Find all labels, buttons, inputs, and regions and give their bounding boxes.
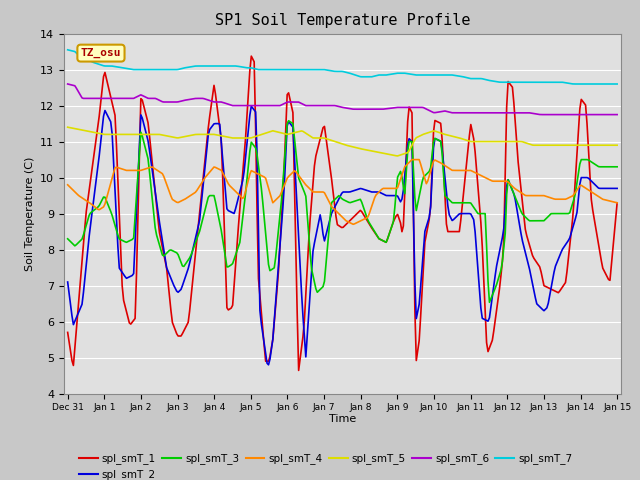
Line: spl_smT_2: spl_smT_2 xyxy=(68,106,617,365)
spl_smT_1 xyxy=(248,53,255,59)
spl_smT_4 xyxy=(540,193,548,199)
spl_smT_1 xyxy=(349,215,357,220)
spl_smT_1 xyxy=(540,283,548,288)
spl_smT_6 xyxy=(64,81,72,87)
Line: spl_smT_4: spl_smT_4 xyxy=(68,159,617,224)
spl_smT_7 xyxy=(346,71,354,76)
spl_smT_7 xyxy=(83,56,90,62)
spl_smT_2 xyxy=(100,113,108,119)
spl_smT_7 xyxy=(613,81,621,87)
spl_smT_3 xyxy=(612,164,620,169)
spl_smT_1 xyxy=(458,204,466,209)
spl_smT_7 xyxy=(570,81,578,87)
spl_smT_2 xyxy=(349,188,357,194)
spl_smT_6 xyxy=(346,106,354,111)
Line: spl_smT_3: spl_smT_3 xyxy=(68,121,617,302)
spl_smT_3 xyxy=(613,164,621,169)
Line: spl_smT_5: spl_smT_5 xyxy=(68,127,617,156)
spl_smT_3 xyxy=(83,222,90,228)
spl_smT_5 xyxy=(100,132,108,137)
spl_smT_3 xyxy=(486,300,493,305)
spl_smT_3 xyxy=(64,236,72,241)
spl_smT_6 xyxy=(611,112,618,118)
spl_smT_3 xyxy=(100,194,108,200)
spl_smT_2 xyxy=(458,211,466,216)
spl_smT_4 xyxy=(410,156,417,162)
spl_smT_3 xyxy=(540,218,548,224)
spl_smT_4 xyxy=(100,204,108,210)
spl_smT_5 xyxy=(83,128,90,134)
spl_smT_5 xyxy=(64,124,72,130)
spl_smT_1 xyxy=(100,74,108,80)
spl_smT_4 xyxy=(612,200,620,205)
spl_smT_4 xyxy=(83,198,90,204)
spl_smT_5 xyxy=(613,142,621,148)
spl_smT_7 xyxy=(456,73,463,79)
spl_smT_7 xyxy=(537,79,545,85)
spl_smT_6 xyxy=(539,112,547,118)
spl_smT_5 xyxy=(611,142,618,148)
spl_smT_2 xyxy=(64,279,72,285)
spl_smT_4 xyxy=(346,220,354,226)
spl_smT_5 xyxy=(457,135,465,141)
spl_smT_7 xyxy=(100,63,108,69)
spl_smT_5 xyxy=(539,142,547,148)
Line: spl_smT_1: spl_smT_1 xyxy=(68,56,617,371)
spl_smT_2 xyxy=(83,262,90,267)
Line: spl_smT_7: spl_smT_7 xyxy=(68,50,617,84)
spl_smT_5 xyxy=(394,153,401,159)
spl_smT_2 xyxy=(540,308,548,313)
spl_smT_1 xyxy=(83,208,90,214)
Text: TZ_osu: TZ_osu xyxy=(81,48,121,58)
spl_smT_3 xyxy=(285,118,292,124)
spl_smT_2 xyxy=(612,185,620,191)
spl_smT_6 xyxy=(83,96,90,101)
spl_smT_6 xyxy=(537,112,545,118)
spl_smT_4 xyxy=(458,168,466,173)
spl_smT_7 xyxy=(64,47,72,53)
spl_smT_2 xyxy=(265,362,273,368)
spl_smT_3 xyxy=(348,199,356,205)
spl_smT_6 xyxy=(613,112,621,118)
spl_smT_1 xyxy=(613,200,621,205)
spl_smT_5 xyxy=(346,144,354,149)
spl_smT_6 xyxy=(100,96,108,101)
X-axis label: Time: Time xyxy=(329,414,356,424)
spl_smT_4 xyxy=(64,182,72,188)
spl_smT_1 xyxy=(612,216,620,221)
spl_smT_1 xyxy=(64,329,72,335)
spl_smT_4 xyxy=(613,200,621,205)
Y-axis label: Soil Temperature (C): Soil Temperature (C) xyxy=(24,156,35,271)
spl_smT_1 xyxy=(295,368,303,373)
spl_smT_2 xyxy=(613,185,621,191)
spl_smT_7 xyxy=(611,81,618,87)
spl_smT_2 xyxy=(248,103,255,109)
Line: spl_smT_6: spl_smT_6 xyxy=(68,84,617,115)
spl_smT_3 xyxy=(457,200,465,205)
Legend: spl_smT_1, spl_smT_2, spl_smT_3, spl_smT_4, spl_smT_5, spl_smT_6, spl_smT_7: spl_smT_1, spl_smT_2, spl_smT_3, spl_smT… xyxy=(75,449,577,480)
spl_smT_4 xyxy=(349,221,357,227)
Title: SP1 Soil Temperature Profile: SP1 Soil Temperature Profile xyxy=(214,13,470,28)
spl_smT_6 xyxy=(456,110,463,116)
